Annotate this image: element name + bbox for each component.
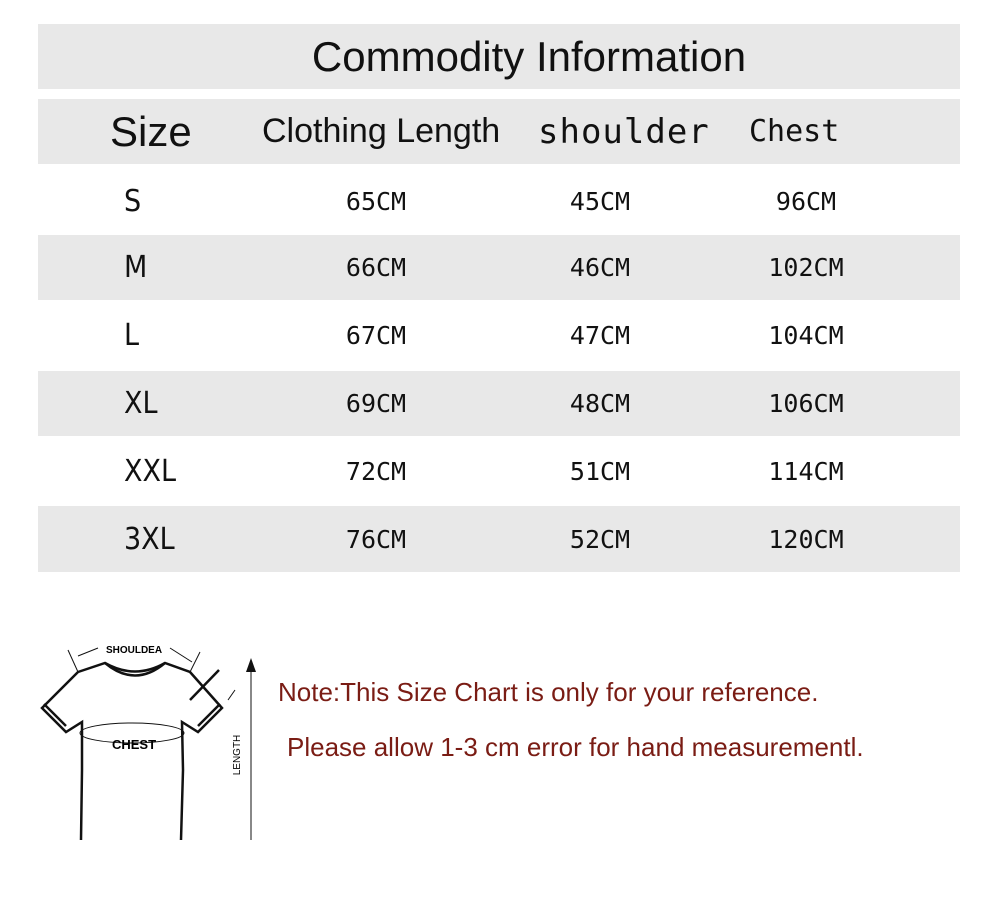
size-cell: L (124, 318, 140, 353)
table-row: XXL 72CM 51CM 114CM (38, 437, 960, 505)
tshirt-diagram: SHOULDEA CHEST LENGTH (40, 645, 256, 841)
size-cell: XXL (124, 453, 177, 489)
table-header: Size Clothing Length shoulder Chest (38, 99, 960, 164)
length-cell: 76CM (345, 524, 407, 554)
length-cell: 67CM (345, 321, 407, 350)
note-error: Please allow 1-3 cm error for hand measu… (287, 732, 864, 762)
table-row: L 67CM 47CM 104CM (38, 301, 960, 370)
size-cell: 3XL (124, 521, 175, 557)
chest-cell: 102CM (768, 253, 844, 282)
table-row: M 66CM 46CM 102CM (38, 235, 960, 300)
shoulder-cell: 46CM (569, 253, 631, 282)
shoulder-cell: 47CM (569, 321, 631, 350)
table-row: XL 69CM 48CM 106CM (38, 371, 960, 436)
page-title: Commodity Information (38, 24, 960, 89)
shoulder-cell: 51CM (569, 456, 631, 486)
size-cell: M (124, 250, 148, 285)
table-row: 3XL 76CM 52CM 120CM (38, 506, 960, 572)
chest-cell: 96CM (775, 186, 837, 216)
note-reference: Note:This Size Chart is only for your re… (278, 677, 819, 707)
chest-cell: 104CM (768, 321, 844, 350)
length-cell: 66CM (345, 253, 407, 282)
shoulder-label: SHOULDEA (106, 645, 162, 656)
chest-cell: 106CM (768, 389, 844, 418)
chest-cell: 114CM (768, 456, 844, 486)
chest-label: CHEST (112, 737, 156, 752)
length-cell: 72CM (345, 456, 407, 486)
header-clothing-length: Clothing Length (262, 112, 501, 150)
header-shoulder: shoulder (538, 111, 710, 152)
size-cell: XL (124, 386, 158, 421)
size-cell: S (124, 183, 142, 219)
shoulder-cell: 45CM (569, 186, 631, 216)
length-cell: 69CM (345, 389, 407, 418)
chest-cell: 120CM (768, 524, 844, 554)
shoulder-cell: 52CM (569, 524, 631, 554)
length-cell: 65CM (345, 186, 407, 216)
table-row: S 65CM 45CM 96CM (38, 168, 960, 234)
header-chest: Chest (749, 114, 840, 149)
shoulder-cell: 48CM (569, 389, 631, 418)
header-size: Size (110, 107, 192, 155)
length-label: LENGTH (232, 735, 243, 776)
